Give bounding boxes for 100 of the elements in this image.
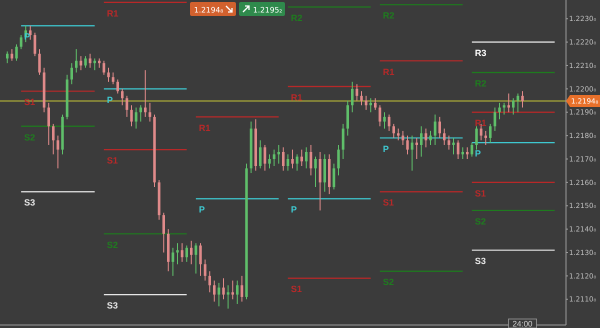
text: S1 xyxy=(382,198,394,208)
candlestick xyxy=(360,90,363,106)
candlestick xyxy=(342,123,344,160)
text: S1 xyxy=(290,284,302,294)
candlestick xyxy=(112,72,114,85)
text: P xyxy=(382,144,389,154)
candlestick xyxy=(300,149,303,167)
candlestick xyxy=(502,102,506,116)
candlestick xyxy=(277,144,280,164)
candlestick xyxy=(318,151,322,211)
candlestick xyxy=(415,137,418,160)
candlestick xyxy=(438,116,441,138)
candlestick xyxy=(291,149,294,169)
candlestick xyxy=(236,280,239,304)
candlestick xyxy=(484,130,487,146)
candlestick xyxy=(75,48,78,73)
candlestick xyxy=(268,154,271,169)
text: S2 xyxy=(382,277,394,288)
text: R2 xyxy=(382,10,394,21)
text: S1 xyxy=(106,156,118,166)
candlestick xyxy=(264,144,266,172)
candlestick xyxy=(204,259,206,282)
candlestick xyxy=(34,32,36,57)
series-label: R3 xyxy=(474,48,486,58)
series-label: S3 xyxy=(24,198,36,208)
text: P xyxy=(474,148,481,159)
candlestick xyxy=(402,130,404,146)
candlestick xyxy=(383,112,386,130)
text: P xyxy=(198,204,205,215)
candlestick xyxy=(448,135,450,150)
candlestick xyxy=(332,163,336,190)
candlestick xyxy=(199,242,202,276)
candlestick xyxy=(126,95,128,118)
candlestick xyxy=(240,275,244,302)
candlestick xyxy=(176,242,179,265)
candlestick xyxy=(323,154,326,192)
candlestick xyxy=(364,95,368,110)
candlestick xyxy=(494,107,496,132)
candlestick xyxy=(406,135,409,155)
candlestick xyxy=(282,146,285,172)
candlestick xyxy=(134,107,138,130)
candlestick xyxy=(507,93,510,113)
candlestick xyxy=(116,78,119,94)
candlestick xyxy=(70,62,73,85)
candlestick xyxy=(305,146,308,169)
candlestick xyxy=(286,154,290,172)
candlestick xyxy=(388,114,390,132)
series-label: R2 xyxy=(474,78,486,88)
candlestick xyxy=(6,50,9,64)
text: R1 xyxy=(290,92,302,103)
candlestick xyxy=(378,104,382,127)
annotation: 24:00 xyxy=(512,320,534,328)
candlestick xyxy=(84,56,87,68)
candlestick xyxy=(296,154,298,172)
candlestick xyxy=(80,56,82,71)
candlestick xyxy=(180,242,184,262)
candlestick xyxy=(88,53,92,68)
candlestick xyxy=(222,278,225,300)
candlestick xyxy=(310,144,312,176)
text: R1 xyxy=(382,66,394,77)
text: R1 xyxy=(474,118,486,128)
candlestick xyxy=(475,126,478,150)
candlestick xyxy=(213,280,216,302)
candlestick xyxy=(351,81,354,113)
text: R2 xyxy=(290,13,302,24)
candlestick xyxy=(272,149,276,167)
candlestick xyxy=(452,137,455,155)
candlestick xyxy=(38,48,41,76)
candlestick xyxy=(52,123,55,155)
candlestick xyxy=(489,123,492,144)
candlestick xyxy=(130,104,133,127)
candlestick xyxy=(102,60,106,76)
candlestick xyxy=(185,245,188,262)
candlestick xyxy=(139,104,142,122)
candlestick xyxy=(162,212,165,254)
candlestick xyxy=(346,100,349,136)
candlestick xyxy=(144,70,147,118)
candlestick xyxy=(190,240,193,265)
candlestick xyxy=(392,123,395,138)
candlestick xyxy=(15,44,18,62)
candlestick xyxy=(374,98,377,110)
candlestick xyxy=(410,135,414,172)
candlestick xyxy=(337,144,340,176)
candlestick xyxy=(470,142,474,158)
text: S3 xyxy=(106,300,118,311)
candlestick xyxy=(56,135,60,169)
candlestick xyxy=(47,102,50,146)
text: S1 xyxy=(474,188,486,198)
candlestick xyxy=(20,34,22,50)
candlestick xyxy=(516,93,520,113)
candlestick xyxy=(208,270,211,293)
candlestick xyxy=(521,90,524,108)
candlestick xyxy=(148,102,152,122)
text: R1 xyxy=(198,122,210,133)
candlestick xyxy=(121,88,124,106)
text: S2 xyxy=(106,240,118,250)
text: S2 xyxy=(474,216,486,226)
candlestick xyxy=(314,156,317,188)
candlestick xyxy=(456,140,460,160)
candlestick xyxy=(429,130,432,146)
